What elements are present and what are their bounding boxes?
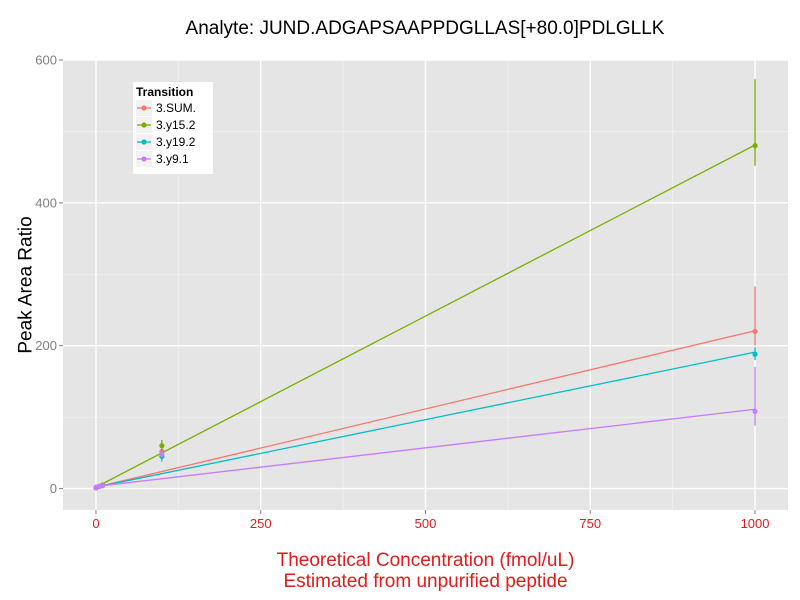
series-line [95, 351, 756, 488]
data-point [159, 451, 165, 457]
legend-label: 3.y19.2 [156, 135, 196, 149]
data-point [752, 351, 758, 357]
data-point [752, 408, 758, 415]
data-point [752, 328, 758, 335]
x-tick-label: 250 [250, 516, 272, 531]
legend-key-point [141, 122, 147, 128]
x-tick-label: 500 [415, 516, 437, 531]
legend-key-point [141, 139, 147, 145]
y-tick-label: 0 [50, 481, 57, 496]
y-tick-label: 200 [35, 338, 57, 353]
x-tick-label: 750 [579, 516, 601, 531]
legend-label: 3.y15.2 [156, 118, 196, 132]
series-layer [93, 79, 758, 491]
legend-label: 3.y9.1 [156, 152, 189, 166]
x-axis-title-line-1: Theoretical Concentration (fmol/uL) [277, 550, 575, 571]
legend-key-point [141, 156, 147, 162]
y-tick-label: 400 [35, 195, 57, 210]
x-axis-title-line-2: Estimated from unpurified peptide [283, 571, 567, 592]
chart-title: Analyte: JUND.ADGAPSAAPPDGLLAS[+80.0]PDL… [186, 18, 665, 39]
y-axis-title: Peak Area Ratio [16, 216, 37, 353]
series-line [95, 144, 756, 488]
series-3-y9-1 [93, 367, 758, 491]
x-tick-label: 0 [92, 516, 99, 531]
legend-title: Transition [136, 85, 193, 99]
data-point [752, 143, 758, 149]
series-line [95, 330, 756, 488]
legend-label: 3.SUM. [156, 101, 196, 115]
legend-key-point [141, 105, 147, 111]
data-point [159, 443, 165, 449]
legend: Transition 3.SUM. 3.y15.2 3.y19.2 3.y9.1 [133, 82, 213, 174]
data-point [99, 483, 106, 489]
y-tick-label: 600 [35, 53, 57, 68]
axes: 0 200 400 600 0 250 500 750 1000 [35, 53, 769, 532]
grid [63, 59, 788, 510]
series-line [95, 408, 756, 488]
x-tick-label: 1000 [741, 516, 770, 531]
